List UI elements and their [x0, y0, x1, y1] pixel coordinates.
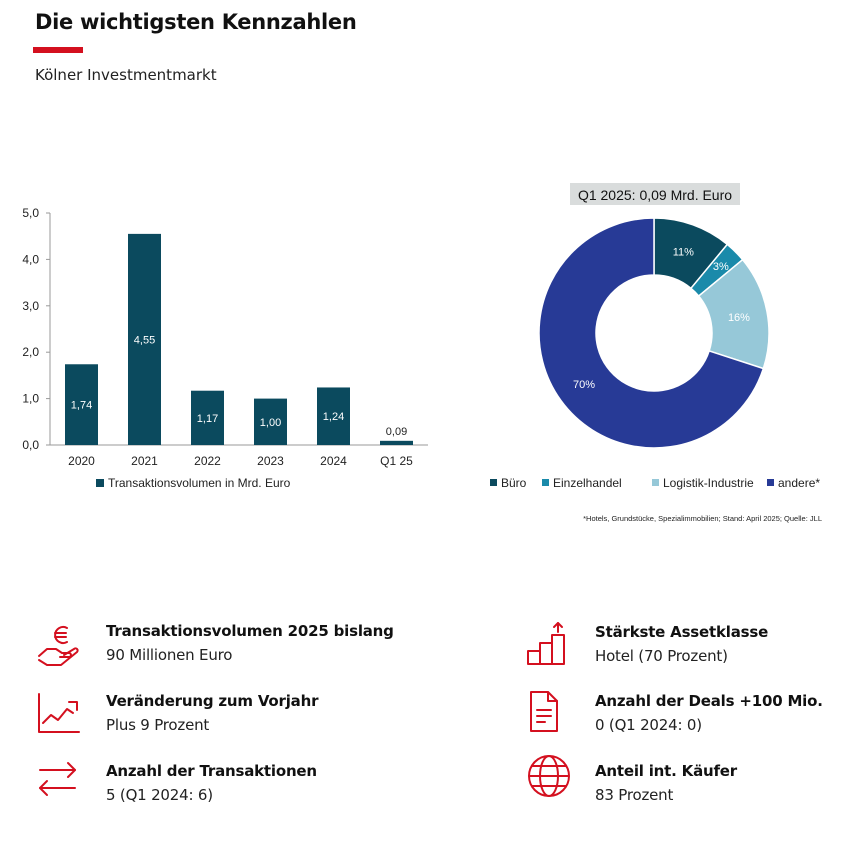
kpi-value: Plus 9 Prozent	[106, 716, 210, 734]
y-tick-label: 0,0	[22, 438, 39, 452]
globe-icon	[528, 755, 570, 797]
bar	[380, 440, 413, 445]
page-title: Die wichtigsten Kennzahlen	[35, 10, 357, 34]
x-tick-label: Q1 25	[380, 454, 413, 468]
kpi-value: 83 Prozent	[595, 786, 674, 804]
trend-line-icon	[38, 693, 80, 733]
y-tick-label: 2,0	[22, 345, 39, 359]
asset-class-donut-chart: Q1 2025: 0,09 Mrd. Euro 11% 3% 16% 70% Büro…	[490, 183, 822, 523]
bar-legend-swatch	[96, 479, 104, 487]
bar-legend-label: Transaktionsvolumen in Mrd. Euro	[108, 476, 291, 490]
x-tick-label: 2021	[131, 454, 158, 468]
donut-title-background	[570, 183, 740, 205]
bar-value-label: 0,09	[386, 426, 407, 438]
y-tick-label: 3,0	[22, 299, 39, 313]
donut-legend-swatch	[490, 479, 497, 486]
donut-title: Q1 2025: 0,09 Mrd. Euro	[578, 187, 732, 203]
x-tick-label: 2020	[68, 454, 95, 468]
bar-value-label: 1,74	[71, 400, 92, 412]
donut-slice-label: 16%	[728, 312, 750, 324]
page-subtitle: Kölner Investmentmarkt	[35, 66, 217, 84]
x-tick-label: 2024	[320, 454, 347, 468]
donut-slice-label: 11%	[673, 247, 694, 259]
donut-legend-swatch	[767, 479, 774, 486]
kpi-value: Hotel (70 Prozent)	[595, 647, 728, 665]
kpi-label: Anzahl der Deals +100 Mio.	[595, 692, 823, 710]
euro-hand-icon	[38, 626, 79, 666]
bar	[254, 398, 287, 445]
exchange-arrows-icon	[39, 762, 76, 796]
rising-steps-icon	[527, 622, 565, 665]
bar	[191, 390, 224, 445]
x-tick-label: 2023	[257, 454, 284, 468]
kpi-value: 0 (Q1 2024: 0)	[595, 716, 702, 734]
bar	[317, 387, 350, 445]
y-tick-label: 1,0	[22, 392, 39, 406]
title-accent-bar	[33, 47, 83, 53]
transaction-volume-bar-chart: 0,0 1,0 2,0 3,0 4,0 5,0 1,74 4,55 1,17 1,00 1,24 0…	[22, 206, 428, 490]
y-tick-label: 5,0	[22, 206, 39, 220]
donut-legend-swatch	[652, 479, 659, 486]
bar-value-label: 1,24	[323, 411, 344, 423]
y-tick-label: 4,0	[22, 252, 39, 266]
kpi-value: 5 (Q1 2024: 6)	[106, 786, 213, 804]
donut-legend-label: Büro	[501, 476, 527, 490]
kpi-value: 90 Millionen Euro	[106, 646, 233, 664]
kpi-label: Transaktionsvolumen 2025 bislang	[106, 622, 394, 640]
donut-slice	[538, 217, 765, 449]
donut-slice-label: 70%	[573, 379, 595, 391]
bar	[128, 233, 161, 445]
bar-value-label: 4,55	[134, 334, 155, 346]
donut-legend-label: andere*	[778, 476, 820, 490]
donut-legend-swatch	[542, 479, 549, 486]
donut-slice-label: 3%	[713, 261, 729, 273]
x-tick-label: 2022	[194, 454, 221, 468]
kpi-label: Anzahl der Transaktionen	[106, 762, 317, 780]
kpi-label: Veränderung zum Vorjahr	[106, 692, 319, 710]
bar-value-label: 1,00	[260, 417, 281, 429]
donut-legend-label: Einzelhandel	[553, 476, 622, 490]
bar-value-label: 1,17	[197, 413, 218, 425]
donut-footnote: *Hotels, Grundstücke, Spezialimmobilien;…	[583, 514, 822, 523]
document-icon	[530, 691, 558, 732]
kpi-label: Stärkste Assetklasse	[595, 623, 769, 641]
donut-legend-label: Logistik-Industrie	[663, 476, 754, 490]
bar	[65, 364, 98, 445]
kpi-label: Anteil int. Käufer	[595, 762, 737, 780]
